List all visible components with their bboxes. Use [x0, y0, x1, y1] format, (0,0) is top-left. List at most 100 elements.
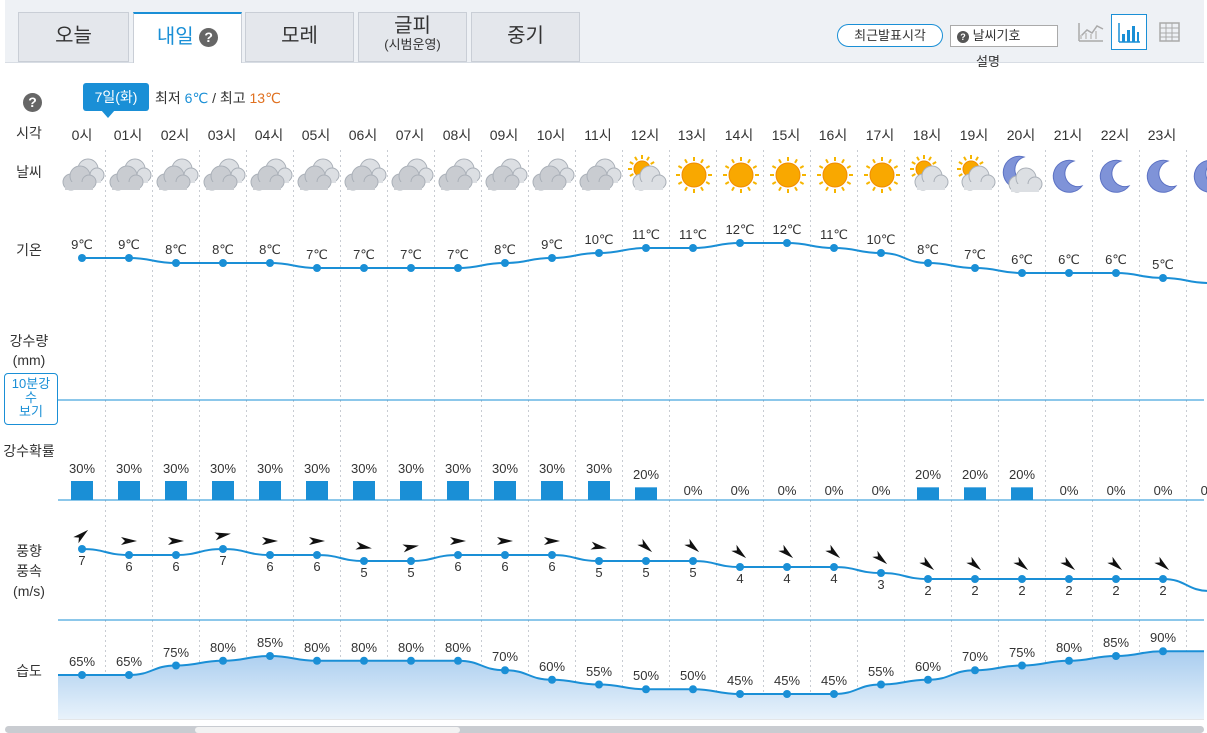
wind-direction-arrow-icon: [309, 537, 325, 545]
max-temp: 13℃: [249, 90, 281, 106]
wind-direction-arrow-icon: [121, 537, 137, 545]
tab-midterm[interactable]: 중기: [471, 12, 580, 62]
temperature-point: [78, 254, 86, 262]
rain-prob-bar: [917, 487, 939, 500]
rain-prob-value: 0%: [777, 483, 797, 498]
line-chart-view-button[interactable]: [1073, 14, 1109, 50]
table-view-button[interactable]: [1151, 14, 1187, 50]
ten-min-line: 10분강: [11, 376, 51, 391]
rain-prob-value: 0%: [1059, 483, 1079, 498]
moon-icon: [1193, 160, 1207, 193]
weather-legend-button[interactable]: ? 날씨기호: [950, 25, 1058, 47]
temperature-point: [1018, 269, 1026, 277]
help-icon[interactable]: ?: [199, 28, 219, 48]
rain-prob-bar: [353, 481, 375, 500]
wind-direction-arrow-icon: [355, 541, 372, 550]
humidity-value: 50%: [632, 668, 660, 684]
wind-speed-value: 5: [407, 565, 415, 580]
wind-direction-arrow-icon: [450, 537, 466, 545]
rain-prob-value: 20%: [961, 467, 989, 483]
sun-disc: [822, 162, 848, 188]
humidity-point: [783, 690, 791, 698]
rain-prob-value: 0%: [824, 483, 844, 498]
sun-ray: [700, 186, 704, 192]
sun-disc: [681, 162, 707, 188]
wind-direction-arrow-icon: [825, 544, 841, 559]
cloud-part: [253, 182, 281, 190]
temperature-value: 11℃: [678, 227, 708, 242]
rain-prob-value: 30%: [491, 461, 519, 476]
sun-ray: [865, 181, 871, 185]
row-label-humidity: 습도: [16, 663, 42, 679]
humidity-value: 65%: [115, 654, 143, 669]
humidity-value: 75%: [162, 644, 190, 660]
tab-day-after[interactable]: 모레: [245, 12, 354, 62]
humidity-value: 75%: [1008, 644, 1036, 660]
humidity-point: [78, 671, 86, 679]
temperature-value: 7℃: [447, 247, 469, 262]
cloud-part: [112, 182, 140, 190]
sun-ray: [841, 158, 845, 164]
cloud-part: [65, 182, 93, 190]
temperature-value: 6℃: [1105, 252, 1127, 267]
tab-today[interactable]: 오늘: [18, 12, 129, 62]
humidity-value: 45%: [773, 673, 801, 688]
wind-direction-arrow-icon: [262, 537, 278, 545]
rain-prob-value: 20%: [1008, 467, 1036, 483]
latest-release-button[interactable]: 최근발표시각: [837, 24, 943, 47]
cloud-part: [394, 182, 422, 190]
sun-ray: [963, 156, 967, 161]
rain-prob-value: 0%: [1153, 483, 1173, 498]
bar-chart-icon: [1118, 23, 1140, 43]
cloudy-icon: [344, 158, 387, 191]
humidity-value: 80%: [444, 639, 472, 655]
row-label-wind-speed: 풍속: [16, 563, 42, 579]
legend-label: 날씨기호: [972, 28, 1021, 43]
partly-cloudy-day-icon: [628, 155, 667, 191]
sun-ray: [928, 156, 932, 161]
temperature-value: 8℃: [259, 242, 281, 257]
sun-ray: [794, 186, 798, 192]
cloudy-icon: [203, 158, 246, 191]
wind-direction-arrow-icon: [778, 544, 794, 559]
bar-chart-view-button[interactable]: [1111, 14, 1147, 50]
tab-3days[interactable]: 글피 (시범운영): [358, 12, 467, 62]
wind-speed-value: 7: [78, 553, 86, 568]
wind-direction-arrow-icon: [1013, 556, 1029, 571]
sun-ray: [825, 158, 829, 164]
tab-tomorrow[interactable]: 내일 ?: [133, 12, 242, 63]
temperature-value: 9℃: [71, 237, 93, 252]
rain-prob-value: 30%: [68, 461, 96, 476]
sun-ray: [916, 156, 920, 161]
minmax-separator: /: [212, 90, 216, 106]
sun-ray: [911, 161, 916, 165]
wind-speed-point: [595, 557, 603, 565]
sunny-icon: [864, 157, 900, 193]
scrollbar-thumb[interactable]: [195, 727, 460, 733]
wind-direction-arrow-icon: [1060, 556, 1076, 571]
sun-ray: [888, 186, 892, 192]
ten-minute-rain-button[interactable]: 10분강 수 보기: [4, 373, 58, 425]
horizontal-scrollbar[interactable]: [5, 726, 1204, 733]
hour-label: 16시: [818, 127, 848, 143]
cloudy-icon: [438, 158, 481, 191]
sun-ray: [752, 165, 758, 169]
wind-speed-value: 6: [266, 559, 274, 574]
temperature-value: 5℃: [1152, 257, 1174, 272]
rain-prob-bar: [447, 481, 469, 500]
moon-shape: [1099, 159, 1131, 193]
row-label-wind-unit: (m/s): [13, 583, 45, 599]
min-label: 최저: [155, 90, 181, 106]
humidity-point: [971, 666, 979, 675]
row-label-wind-dir: 풍향: [16, 543, 42, 559]
help-icon[interactable]: ?: [23, 91, 43, 112]
rain-prob-bar: [212, 481, 234, 500]
cloud-part: [159, 182, 187, 190]
humidity-point: [1159, 647, 1167, 656]
rain-prob-value: 30%: [538, 461, 566, 476]
humidity-point: [313, 656, 321, 665]
wind-speed-value: 6: [454, 559, 462, 574]
wind-speed-point: [971, 575, 979, 583]
sun-ray: [818, 165, 824, 169]
sun-ray: [771, 165, 777, 169]
